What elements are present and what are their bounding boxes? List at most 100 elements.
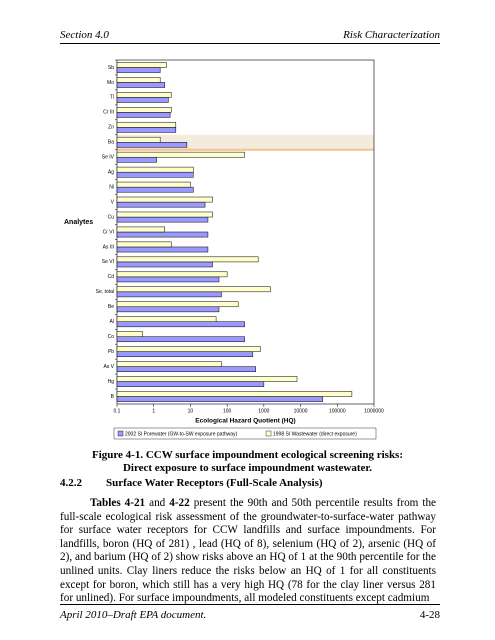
bar xyxy=(116,361,222,367)
bar xyxy=(116,216,209,223)
category-label: Be xyxy=(108,304,114,310)
bar xyxy=(116,151,245,158)
bar xyxy=(116,301,239,308)
bar xyxy=(116,256,259,263)
bar xyxy=(116,261,213,268)
bar xyxy=(116,201,206,208)
x-tick-label: 1000 xyxy=(258,408,269,414)
x-axis-title: Ecological Hazard Quotient (HQ) xyxy=(195,418,295,425)
bar xyxy=(116,82,166,88)
category-label: Cr VI xyxy=(103,229,114,235)
page-number: 4-28 xyxy=(419,609,440,621)
legend-swatch xyxy=(265,430,272,437)
x-tick-label: 0.1 xyxy=(114,408,121,414)
legend-label: 1998 SI Wastewater (direct exposure) xyxy=(273,431,357,437)
bar xyxy=(116,226,166,233)
text: and xyxy=(145,497,170,509)
category-label: As III xyxy=(103,244,114,250)
category-label: Ba xyxy=(108,140,114,146)
bar xyxy=(116,331,143,337)
bar xyxy=(116,321,245,328)
bar xyxy=(116,127,177,133)
category-label: Co xyxy=(108,334,115,340)
category-label: Ni xyxy=(109,184,114,190)
bar xyxy=(116,271,228,278)
bar xyxy=(116,211,213,218)
footer-left: April 2010–Draft EPA document. xyxy=(60,609,207,621)
x-tick-label: 10 xyxy=(188,408,194,414)
x-tick-label: 1000000 xyxy=(364,408,384,414)
legend-swatch xyxy=(117,430,124,437)
bar xyxy=(116,391,353,397)
bar xyxy=(116,291,222,298)
x-tick-label: 100000 xyxy=(329,408,346,414)
table-ref: Tables 4-21 xyxy=(90,497,146,509)
footer-rule xyxy=(60,604,440,605)
header-right: Risk Characterization xyxy=(343,29,440,41)
x-tick-label: 1 xyxy=(152,408,155,414)
bar xyxy=(116,346,261,352)
bar xyxy=(116,186,194,193)
category-label: Cr III xyxy=(103,110,114,116)
bar xyxy=(116,107,172,113)
bar xyxy=(116,336,245,343)
bar xyxy=(116,381,265,387)
category-label: Hg xyxy=(108,379,115,385)
category-label: V xyxy=(111,199,115,205)
category-label: Al xyxy=(110,319,114,325)
bar xyxy=(116,196,213,203)
bar xyxy=(116,396,323,402)
bar xyxy=(116,166,194,173)
legend-frame xyxy=(113,427,377,440)
paragraph: Tables 4-21 and 4-22 present the 90th an… xyxy=(60,497,436,606)
section-title: Surface Water Receptors (Full-Scale Anal… xyxy=(106,477,323,489)
category-label: Se IV xyxy=(102,155,115,161)
x-tick-label: 100 xyxy=(223,408,232,414)
category-label: As V xyxy=(103,364,114,370)
category-label: Se VI xyxy=(102,259,114,265)
header-rule xyxy=(60,43,440,44)
bar xyxy=(116,306,220,313)
bar xyxy=(116,156,157,163)
x-tick-label: 10000 xyxy=(294,408,308,414)
text: present the 90th and 50th percentile res… xyxy=(60,497,437,605)
caption-line: Figure 4-1. CCW surface impoundment ecol… xyxy=(91,449,404,461)
bar xyxy=(116,62,167,68)
category-label: Ag xyxy=(108,170,114,176)
bar xyxy=(116,366,256,372)
header-left: Section 4.0 xyxy=(60,29,109,41)
bar xyxy=(116,316,217,322)
category-label: Cd xyxy=(108,274,115,280)
bar xyxy=(116,97,169,103)
bar xyxy=(116,246,209,253)
bar xyxy=(116,171,194,178)
bar xyxy=(116,286,271,293)
bar xyxy=(116,231,209,238)
bar xyxy=(116,241,172,248)
bar xyxy=(116,276,220,283)
category-label: Pb xyxy=(108,349,114,355)
bar xyxy=(116,77,161,83)
bar xyxy=(116,142,188,148)
bar xyxy=(116,67,161,73)
bar xyxy=(116,112,171,118)
category-label: B xyxy=(111,394,115,400)
bar xyxy=(116,136,161,143)
category-label: Zn xyxy=(108,125,114,131)
bar xyxy=(116,92,172,98)
category-label: Cu xyxy=(108,214,115,220)
bar xyxy=(116,121,177,128)
y-axis-title: Analytes xyxy=(64,219,93,226)
category-label: Mo xyxy=(107,80,114,86)
category-label: Sb xyxy=(108,65,114,71)
category-label: Se, total xyxy=(96,289,114,295)
bar xyxy=(116,351,254,357)
category-label: Tl xyxy=(110,95,114,101)
legend-label: 2002 SI Porewater (GW-to-SW exposure pat… xyxy=(125,431,238,437)
chart: 0.1 1 10 100 1000 10000 100000 1000000 Sb Mo Tl Cr … xyxy=(64,59,384,440)
caption-line: Direct exposure to surface impoundment w… xyxy=(122,462,373,474)
section-number: 4.2.2 xyxy=(60,477,82,489)
table-ref: 4-22 xyxy=(169,497,190,509)
bar xyxy=(116,181,191,188)
